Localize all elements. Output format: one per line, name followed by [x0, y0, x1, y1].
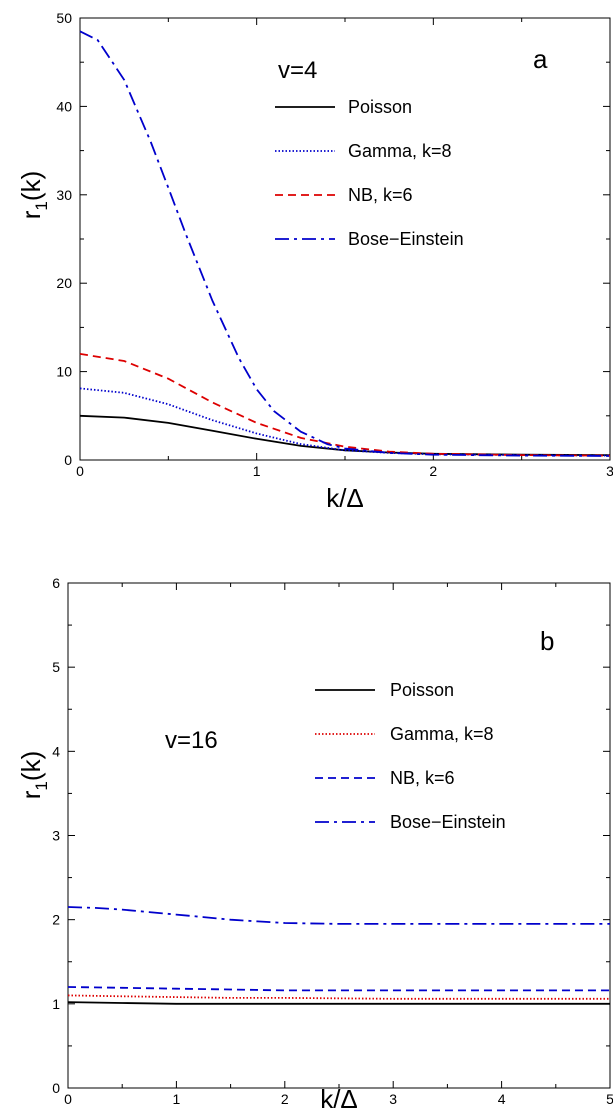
- x-tick-label: 0: [64, 1091, 72, 1107]
- legend-label: Bose−Einstein: [390, 812, 506, 832]
- x-tick-label: 1: [253, 463, 261, 479]
- y-tick-label: 5: [52, 659, 60, 675]
- series-line: [67, 986, 610, 992]
- legend-label: Gamma, k=8: [390, 724, 494, 744]
- x-tick-label: 3: [606, 463, 613, 479]
- x-axis-title: k/Δ: [326, 483, 364, 513]
- y-tick-label: 0: [64, 452, 72, 468]
- y-tick-label: 6: [52, 575, 60, 591]
- parameter-label: v=16: [165, 727, 218, 754]
- x-tick-label: 1: [173, 1091, 181, 1107]
- panel-label: b: [540, 626, 554, 656]
- y-tick-label: 30: [56, 187, 72, 203]
- x-tick-label: 4: [498, 1091, 506, 1107]
- y-tick-label: 1: [52, 996, 60, 1012]
- legend-label: Poisson: [390, 680, 454, 700]
- chart-panel-b: 0 1 2 3 4 5 0 1 2 3 4 5 6 Poisson Gamma, k=8 NB, k=6 Bos…: [16, 575, 613, 1112]
- plot-frame: [79, 17, 611, 461]
- x-tick-label: 5: [606, 1091, 613, 1107]
- plot-frame: [67, 582, 611, 1089]
- x-axis-title: k/Δ: [320, 1084, 358, 1112]
- y-tick-label: 10: [56, 364, 72, 380]
- y-tick-label: 0: [52, 1080, 60, 1096]
- parameter-label: v=4: [278, 57, 317, 84]
- y-tick-label: 4: [52, 743, 60, 759]
- x-tick-label: 0: [76, 463, 84, 479]
- legend-label: Gamma, k=8: [348, 141, 452, 161]
- legend-label: Poisson: [348, 97, 412, 117]
- series-line: [79, 353, 611, 457]
- panel-label: a: [533, 44, 548, 74]
- series-line: [79, 30, 611, 457]
- y-tick-label: 2: [52, 912, 60, 928]
- y-tick-label: 20: [56, 275, 72, 291]
- x-tick-label: 3: [389, 1091, 397, 1107]
- y-axis-title: r1(k): [16, 171, 51, 219]
- series-line: [79, 387, 611, 457]
- x-tick-label: 2: [281, 1091, 289, 1107]
- x-tick-label: 2: [429, 463, 437, 479]
- y-tick-label: 50: [56, 10, 72, 26]
- y-tick-label: 40: [56, 98, 72, 114]
- y-axis-title: r1(k): [16, 751, 51, 799]
- series-line: [67, 906, 610, 925]
- legend-label: NB, k=6: [390, 768, 455, 788]
- y-tick-label: 3: [52, 828, 60, 844]
- legend-label: NB, k=6: [348, 185, 413, 205]
- series-line: [67, 994, 610, 1000]
- series-line: [67, 1001, 610, 1005]
- legend-label: Bose−Einstein: [348, 229, 464, 249]
